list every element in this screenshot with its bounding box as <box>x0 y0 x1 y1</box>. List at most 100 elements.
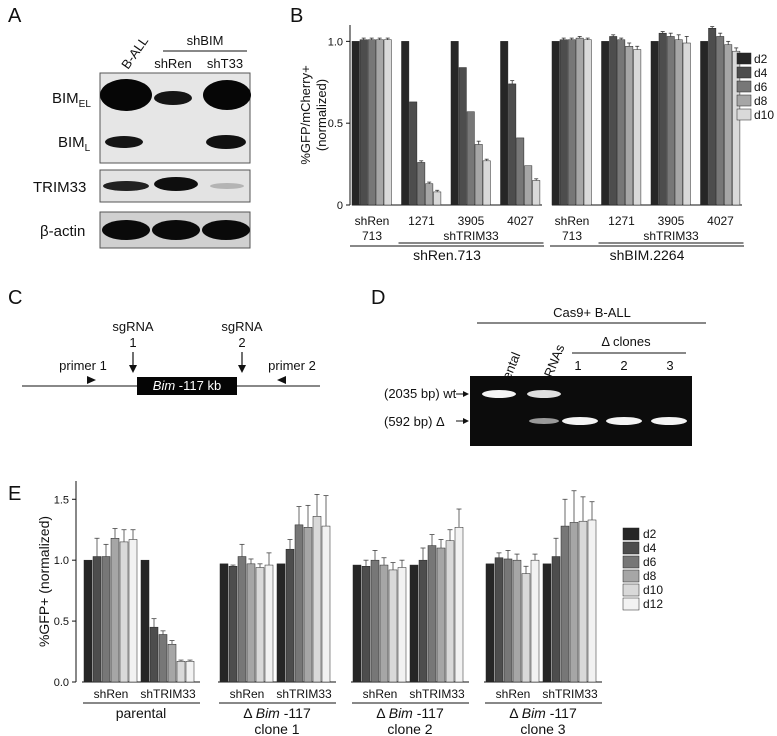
lane-label-ball: B-ALL <box>118 34 151 72</box>
legend-swatch <box>622 569 640 583</box>
chart-e: 0.0 0.5 1.0 1.5%GFP+ (normalized) shRen shTRI… <box>36 481 663 736</box>
sgrna2-number: 2 <box>238 335 245 350</box>
chart-b: 00.51.0%GFP/mCherry+(normalized)shRen713… <box>298 25 774 263</box>
subplot-title: Δ Bim -117 <box>509 705 577 721</box>
y-axis-label: %GFP+ (normalized) <box>36 516 52 647</box>
legend-swatch <box>736 108 752 121</box>
bar <box>375 39 384 206</box>
x-tick-label: shTRIM33 <box>140 687 196 701</box>
subplot-title-locus: -117 <box>413 705 444 721</box>
bar <box>388 569 398 683</box>
bar <box>559 39 568 206</box>
bar <box>255 567 265 683</box>
bar <box>370 559 380 683</box>
bar <box>551 556 561 683</box>
x-tick-label: 3905 <box>658 214 685 228</box>
bar <box>503 558 513 683</box>
band-trim33-sht33 <box>210 183 244 189</box>
y-tick-label: 0.0 <box>54 677 69 689</box>
gel-band-sgrnas-wt <box>527 390 561 398</box>
primer2-arrow-icon <box>277 376 286 384</box>
panel-letter-d: D <box>371 287 385 309</box>
band-trim33-ball <box>103 181 149 191</box>
legend-label: d10 <box>643 583 663 597</box>
bar <box>427 545 437 683</box>
bar <box>458 67 467 206</box>
bar <box>237 556 247 683</box>
legend-label: d12 <box>643 597 663 611</box>
gel-image <box>470 376 692 446</box>
legend-label: d6 <box>643 555 657 569</box>
band-bim-el-ball <box>100 79 152 111</box>
row-label-trim33: TRIM33 <box>33 179 86 196</box>
band-bim-el-sht33 <box>203 80 251 110</box>
x-tick-label: 4027 <box>507 214 534 228</box>
bar <box>716 36 725 206</box>
lane-label-shren: shRen <box>154 56 192 71</box>
bar <box>666 36 675 206</box>
sgrna1-label: sgRNA <box>112 319 154 334</box>
group-bracket-label: shTRIM33 <box>443 229 499 243</box>
bar <box>110 538 120 683</box>
gel-band-sgrnas-delta <box>529 418 559 424</box>
bar <box>674 39 683 206</box>
subplot-title: Δ Bim -117 <box>376 705 444 721</box>
x-tick-label: shRen <box>355 214 390 228</box>
bar <box>367 39 376 206</box>
bar <box>219 563 229 683</box>
y-axis-label: %GFP/mCherry+(normalized) <box>298 65 329 164</box>
x-tick-label: 713 <box>562 229 582 243</box>
bar <box>321 525 331 683</box>
bar <box>409 564 419 683</box>
bar <box>454 527 464 683</box>
band-actin-ball <box>102 220 150 240</box>
bar <box>228 566 238 683</box>
bar <box>383 39 392 206</box>
bar <box>482 160 491 206</box>
y-tick-label: 0.5 <box>328 118 343 130</box>
bar <box>246 563 256 683</box>
band-bim-l-sht33 <box>206 135 246 149</box>
bar <box>176 661 186 683</box>
clone-number-3: 3 <box>666 358 673 373</box>
bar <box>361 566 371 683</box>
legend-label: d6 <box>754 80 768 94</box>
panel-letter-a: A <box>8 5 22 27</box>
subplot-title-gene: Bim <box>256 705 280 721</box>
primer1-label: primer 1 <box>59 358 107 373</box>
gel-band-clone1-delta <box>562 417 598 425</box>
gel-header: Cas9+ B-ALL <box>553 305 631 320</box>
bar <box>294 524 304 683</box>
bar <box>682 42 691 206</box>
legend-swatch <box>622 555 640 569</box>
bar <box>551 41 560 206</box>
bar <box>485 563 495 683</box>
bar <box>101 556 111 683</box>
bar <box>542 563 552 683</box>
subplot-title: shBIM.2264 <box>610 247 685 263</box>
bar <box>92 556 102 683</box>
bar <box>303 527 313 683</box>
bar <box>128 539 138 683</box>
delta-arrowhead-icon <box>463 418 469 424</box>
band-trim33-shren <box>154 177 198 191</box>
subplot-title-gene: Bim <box>389 705 413 721</box>
bar <box>436 547 446 683</box>
x-tick-label: shRen <box>94 687 129 701</box>
bar <box>650 41 659 206</box>
gel-band-parental-wt <box>482 390 516 398</box>
subplot-title: shRen.713 <box>413 247 481 263</box>
bar <box>83 559 93 683</box>
bar <box>445 540 455 683</box>
group-bracket-label: shTRIM33 <box>643 229 699 243</box>
band-actin-sht33 <box>202 220 250 240</box>
bar <box>312 516 322 683</box>
subplot-title-delta: Δ <box>509 705 521 721</box>
x-tick-label: 3905 <box>458 214 485 228</box>
bar <box>494 557 504 683</box>
clone-number-2: 2 <box>620 358 627 373</box>
x-tick-label: shRen <box>496 687 531 701</box>
x-tick-label: shRen <box>555 214 590 228</box>
x-tick-label: shTRIM33 <box>409 687 465 701</box>
y-axis-label-line1: %GFP/mCherry+ <box>298 65 313 164</box>
